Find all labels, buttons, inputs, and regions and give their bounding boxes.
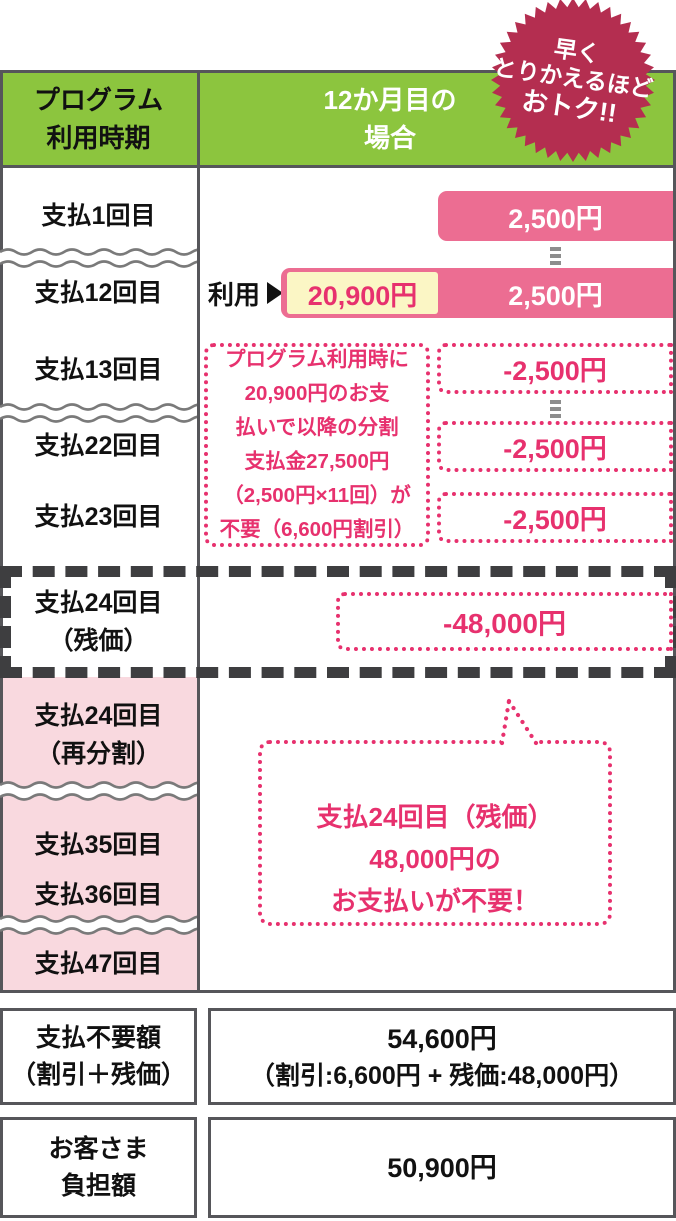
- usage-amount-text: 20,900円: [307, 280, 418, 311]
- resplit-section-background: [3, 677, 197, 990]
- timeline-table: [0, 70, 676, 993]
- bubble-line2: 48,000円の: [369, 844, 501, 874]
- continuation-ellipsis-icon: [550, 400, 561, 418]
- residual-free-bubble: 支払24回目（残価） 48,000円の お支払いが不要！: [258, 740, 612, 926]
- discount-box-3: -2,500円: [437, 492, 673, 543]
- bubble-pointer-icon: [499, 698, 539, 748]
- payment-bar-1-amount: 2,500円: [508, 203, 603, 234]
- note-line5: （2,500円×11回）が: [223, 484, 411, 507]
- note-line2: 20,900円のお支: [244, 382, 390, 405]
- bubble-line3: お支払いが不要！: [330, 886, 539, 916]
- row-label-payment13: 支払13回目: [34, 356, 163, 384]
- note-line3: 払いで以降の分割: [235, 416, 399, 439]
- row-label-payment47: 支払47回目: [34, 950, 163, 978]
- summary-no-payment-label-cell: 支払不要額 （割引＋残価）: [0, 1008, 197, 1105]
- customer-burden-amount: 50,900円: [387, 1152, 497, 1183]
- note-line4: 支払金27,500円: [244, 450, 390, 473]
- summary-customer-value-cell: 50,900円: [208, 1117, 676, 1218]
- usage-label-text: 利用: [208, 279, 261, 310]
- summary-customer-label-cell: お客さま 負担額: [0, 1117, 197, 1218]
- discount-box-2: -2,500円: [437, 421, 673, 472]
- column-divider-line: [197, 70, 200, 993]
- row-label-payment36: 支払36回目: [34, 881, 163, 909]
- row-label-payment12: 支払12回目: [34, 279, 163, 307]
- header-case-line1: 12か月目の: [323, 85, 457, 115]
- payment-bar-12-amount: 2,500円: [508, 280, 603, 311]
- row-break-wave-icon: [0, 248, 197, 268]
- row-label-payment1: 支払1回目: [41, 202, 156, 230]
- payment-bar-12: 20,900円 2,500円: [281, 268, 673, 318]
- row-break-wave-icon: [0, 403, 197, 423]
- summary-no-payment-value-cell: 54,600円 （割引:6,600円 + 残価:48,000円）: [208, 1008, 676, 1105]
- row-label-payment35: 支払35回目: [34, 831, 163, 859]
- header-cell-period: [3, 73, 197, 166]
- discount-note-box: プログラム利用時に 20,900円のお支 払いで以降の分割 支払金27,500円…: [204, 343, 430, 547]
- residual-discount-box: -48,000円: [336, 592, 673, 651]
- discount-box-1: -2,500円: [437, 343, 673, 394]
- no-payment-breakdown: （割引:6,600円 + 残価:48,000円）: [249, 1061, 635, 1090]
- bubble-line1: 支払24回目（残価）: [316, 802, 554, 832]
- header-divider-line: [0, 165, 676, 168]
- row-break-wave-icon: [0, 915, 197, 935]
- row-label-payment24-resplit: 支払24回目 （再分割）: [34, 702, 163, 768]
- note-line6: 不要（6,600円割引）: [219, 518, 415, 541]
- header-case-label: 12か月目の 場合: [200, 73, 580, 165]
- payment-bar-1: 2,500円: [438, 191, 673, 241]
- header-period-label: プログラム 利用時期: [0, 73, 197, 165]
- header-period-line2: 利用時期: [46, 123, 151, 153]
- no-payment-total: 54,600円: [387, 1023, 497, 1054]
- header-period-line1: プログラム: [33, 85, 164, 115]
- row-break-wave-icon: [0, 781, 197, 801]
- usage-amount-box: 20,900円: [287, 272, 438, 314]
- arrow-right-icon: [267, 282, 284, 304]
- header-case-line2: 場合: [363, 123, 416, 153]
- continuation-ellipsis-icon: [550, 247, 561, 265]
- starburst-badge: 早く とりかえるほど おトク!!: [487, 0, 659, 167]
- row-label-payment22: 支払22回目: [34, 432, 163, 460]
- row-label-payment24-residual: 支払24回目 （残価）: [34, 589, 163, 655]
- row-label-payment23: 支払23回目: [34, 503, 163, 531]
- usage-arrow-label: 利用: [208, 280, 284, 310]
- note-line1: プログラム利用時に: [225, 348, 409, 371]
